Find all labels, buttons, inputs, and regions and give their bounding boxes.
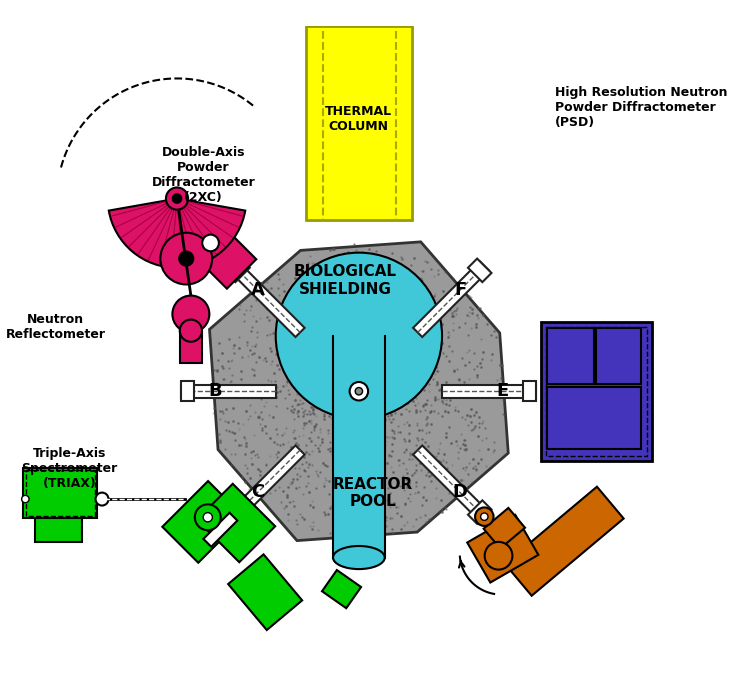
Ellipse shape <box>333 546 385 569</box>
Wedge shape <box>109 198 245 268</box>
Text: Triple-Axis
Spectrometer
(TRIAX): Triple-Axis Spectrometer (TRIAX) <box>22 446 118 490</box>
Circle shape <box>475 507 494 526</box>
Circle shape <box>95 493 109 506</box>
Text: Double-Axis
Powder
Diffractometer
(2XC): Double-Axis Powder Diffractometer (2XC) <box>152 146 256 205</box>
Polygon shape <box>226 500 250 524</box>
Circle shape <box>356 388 362 395</box>
Polygon shape <box>484 508 525 549</box>
Polygon shape <box>226 258 250 282</box>
Polygon shape <box>442 385 536 398</box>
Circle shape <box>276 253 442 419</box>
Text: E: E <box>496 382 508 400</box>
Circle shape <box>203 513 212 522</box>
Bar <box>548 387 640 449</box>
Polygon shape <box>182 385 276 398</box>
Bar <box>35 518 82 542</box>
Polygon shape <box>413 446 489 521</box>
Circle shape <box>160 233 212 285</box>
Circle shape <box>172 194 182 203</box>
Polygon shape <box>322 570 361 608</box>
Circle shape <box>22 495 29 503</box>
Circle shape <box>180 320 202 342</box>
Polygon shape <box>228 554 302 630</box>
Circle shape <box>481 513 488 520</box>
Polygon shape <box>524 381 536 401</box>
Polygon shape <box>505 486 624 596</box>
Bar <box>548 328 593 384</box>
Text: Neutron
Reflectometer: Neutron Reflectometer <box>6 313 106 341</box>
Circle shape <box>202 235 219 252</box>
Circle shape <box>172 296 209 332</box>
Polygon shape <box>178 210 256 289</box>
Polygon shape <box>162 481 244 562</box>
Text: THERMAL
COLUMN: THERMAL COLUMN <box>326 104 392 133</box>
Circle shape <box>484 542 512 569</box>
Polygon shape <box>413 261 489 337</box>
Circle shape <box>178 252 194 266</box>
Polygon shape <box>229 261 304 337</box>
Polygon shape <box>229 446 304 521</box>
Bar <box>541 322 652 460</box>
Bar <box>23 468 98 518</box>
Circle shape <box>350 382 368 401</box>
Text: REACTOR
POOL: REACTOR POOL <box>332 477 412 509</box>
Text: C: C <box>251 484 264 502</box>
Polygon shape <box>468 500 491 524</box>
Bar <box>26 471 94 515</box>
Polygon shape <box>182 381 194 401</box>
Polygon shape <box>209 242 508 540</box>
Polygon shape <box>467 515 538 583</box>
Text: B: B <box>209 382 223 400</box>
Bar <box>333 336 385 558</box>
Bar <box>306 26 413 220</box>
Text: High Resolution Neutron
Powder Diffractometer
(PSD): High Resolution Neutron Powder Diffracto… <box>555 86 728 129</box>
Circle shape <box>166 187 188 209</box>
Text: BIOLOGICAL
SHIELDING: BIOLOGICAL SHIELDING <box>293 264 397 296</box>
Polygon shape <box>196 484 275 562</box>
Polygon shape <box>203 513 237 547</box>
Polygon shape <box>468 258 491 282</box>
Bar <box>545 327 647 456</box>
Bar <box>596 328 640 384</box>
Text: F: F <box>454 281 466 299</box>
Bar <box>180 331 202 363</box>
Circle shape <box>195 504 220 530</box>
Text: A: A <box>251 281 265 299</box>
Text: D: D <box>453 484 468 502</box>
